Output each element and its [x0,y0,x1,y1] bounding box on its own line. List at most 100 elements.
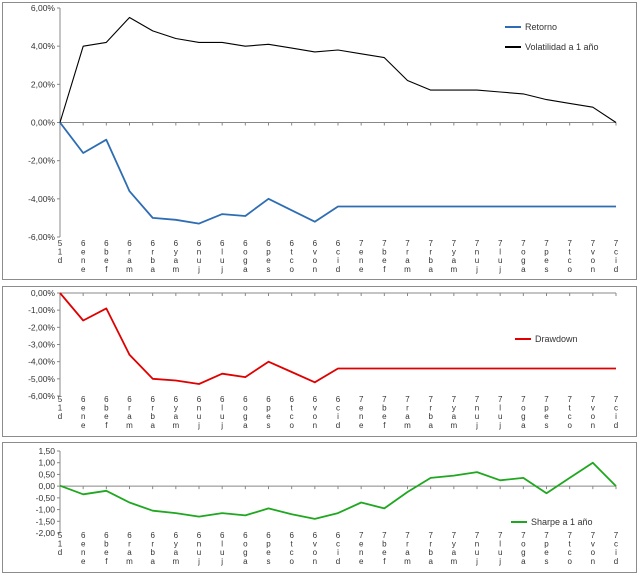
x-tick-char: o [313,548,318,557]
x-tick-char: d [58,256,62,265]
x-tick-char: 5 [58,531,63,540]
x-tick-char: n [475,540,479,549]
y-tick-label: -1,00 [36,505,56,515]
x-tick-char: t [291,540,294,549]
x-tick-char: e [81,421,86,430]
x-tick-char: o [243,248,248,257]
x-tick-char: a [150,265,155,274]
x-tick-char: 6 [313,239,318,248]
x-tick-char: c [336,540,340,549]
x-tick-char: n [81,548,85,557]
x-tick-char: a [521,557,526,566]
x-tick-char: e [359,557,364,566]
x-tick-char: 6 [313,395,318,404]
x-tick-char: 5 [58,395,63,404]
x-tick-char: 7 [452,239,457,248]
x-tick-char: 7 [382,239,387,248]
x-tick-char: e [81,557,86,566]
x-tick-char: o [289,265,294,274]
x-tick-char: u [498,548,502,557]
x-tick-char: i [337,548,339,557]
x-tick-char: p [544,540,549,549]
x-tick-char: v [591,540,595,549]
x-tick-char: c [336,248,340,257]
x-tick-char: 6 [336,531,341,540]
x-tick-char: e [382,412,387,421]
x-tick-char: e [104,548,109,557]
x-tick-char: 7 [498,531,503,540]
x-tick-char: o [567,421,572,430]
x-tick-char: 7 [544,395,549,404]
x-tick-char: u [498,256,502,265]
x-tick-char: u [220,412,224,421]
x-tick-char: m [404,265,411,274]
x-tick-char: e [382,256,387,265]
x-tick-char: b [382,540,387,549]
x-tick-char: f [105,265,108,274]
x-tick-char: 6 [127,531,132,540]
x-tick-char: o [567,557,572,566]
x-tick-char: 7 [521,395,526,404]
x-tick-char: o [521,248,526,257]
x-tick-char: f [383,421,386,430]
x-tick-char: 5 [58,239,63,248]
x-tick-char: i [615,548,617,557]
x-tick-char: e [266,412,271,421]
x-tick-char: u [475,256,479,265]
x-tick-char: l [221,404,223,413]
x-tick-char: a [174,412,179,421]
x-tick-char: v [313,248,317,257]
x-tick-char: d [336,265,340,274]
x-tick-char: 6 [220,239,225,248]
x-tick-char: e [81,404,86,413]
legend-label: Drawdown [535,334,578,344]
x-tick-char: g [521,548,525,557]
y-tick-label: -4,00% [28,357,55,367]
y-tick-label: -6,00% [28,232,55,242]
x-tick-char: y [174,404,178,413]
x-tick-char: j [197,421,200,430]
x-tick-char: l [499,248,501,257]
x-tick-char: u [220,548,224,557]
x-tick-char: 7 [567,239,572,248]
x-tick-char: 6 [220,531,225,540]
x-tick-char: b [428,412,433,421]
x-tick-char: v [591,404,595,413]
x-tick-char: b [428,548,433,557]
x-tick-char: j [475,557,478,566]
x-tick-char: a [452,256,457,265]
x-tick-char: a [428,265,433,274]
x-tick-char: 6 [197,239,202,248]
x-tick-char: 7 [428,395,433,404]
x-tick-char: o [521,404,526,413]
x-tick-char: a [428,421,433,430]
x-tick-char: r [406,248,409,257]
x-tick-char: j [220,557,223,566]
x-tick-char: m [126,265,133,274]
x-tick-char: j [475,421,478,430]
x-tick-char: 7 [614,239,619,248]
y-tick-label: 0,00% [31,118,56,128]
x-tick-char: 6 [266,239,271,248]
x-tick-char: 7 [567,395,572,404]
x-tick-char: 7 [544,531,549,540]
x-tick-char: 7 [475,395,480,404]
